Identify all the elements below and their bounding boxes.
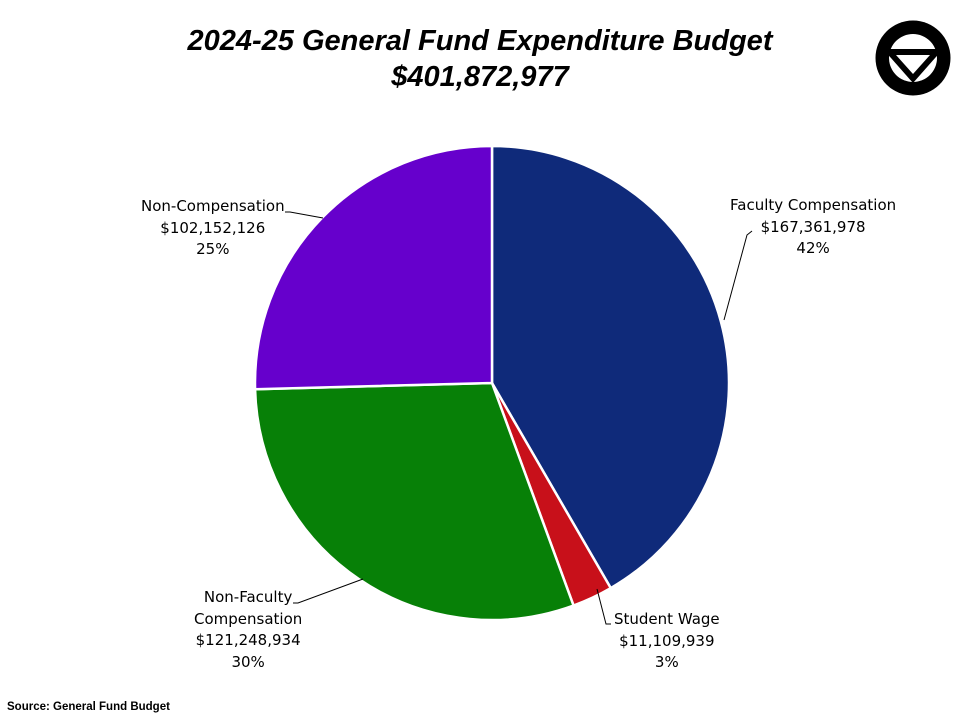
data-label-faculty-compensation: Faculty Compensation $167,361,978 42%: [730, 195, 896, 260]
pie-slice-non-compensation: [253, 144, 494, 391]
data-label-student-wage: Student Wage $11,109,939 3%: [614, 609, 720, 674]
source-note: Source: General Fund Budget: [7, 701, 170, 713]
slice-name: Student Wage: [614, 610, 720, 628]
leader-line-student-wage: [596, 588, 611, 625]
pie-slice-faculty-compensation: [490, 144, 731, 590]
slice-value: $102,152,126: [160, 218, 266, 237]
slice-value: $121,248,934: [195, 631, 301, 649]
slice-name: Non-Faculty: [203, 588, 293, 606]
leader-line-non-compensation: [285, 211, 324, 219]
slice-percent: 3%: [654, 653, 679, 671]
data-label-non-compensation: Non-Compensation $102,152,126 25%: [141, 196, 285, 261]
university-v-logo-icon: [875, 20, 951, 96]
slice-percent: 25%: [196, 240, 230, 258]
slice-name: Compensation: [194, 609, 303, 628]
pie-slice-non-faculty-compensation: [253, 381, 575, 622]
slice-percent: 42%: [796, 239, 830, 257]
slice-name: Faculty Compensation: [730, 196, 897, 214]
slice-percent: 30%: [231, 652, 265, 671]
leader-line-non-faculty-compensation: [293, 578, 364, 604]
leader-line-faculty-compensation: [723, 230, 753, 321]
chart-subtitle: $401,872,977: [391, 61, 569, 93]
data-label-non-faculty-compensation: Non-Faculty Compensation $121,248,934 30%: [194, 587, 302, 673]
chart-title: 2024-25 General Fund Expenditure Budget: [187, 25, 773, 57]
slice-value: $11,109,939: [619, 631, 715, 650]
slice-name: Non-Compensation: [141, 197, 285, 215]
slice-value: $167,361,978: [760, 217, 866, 236]
